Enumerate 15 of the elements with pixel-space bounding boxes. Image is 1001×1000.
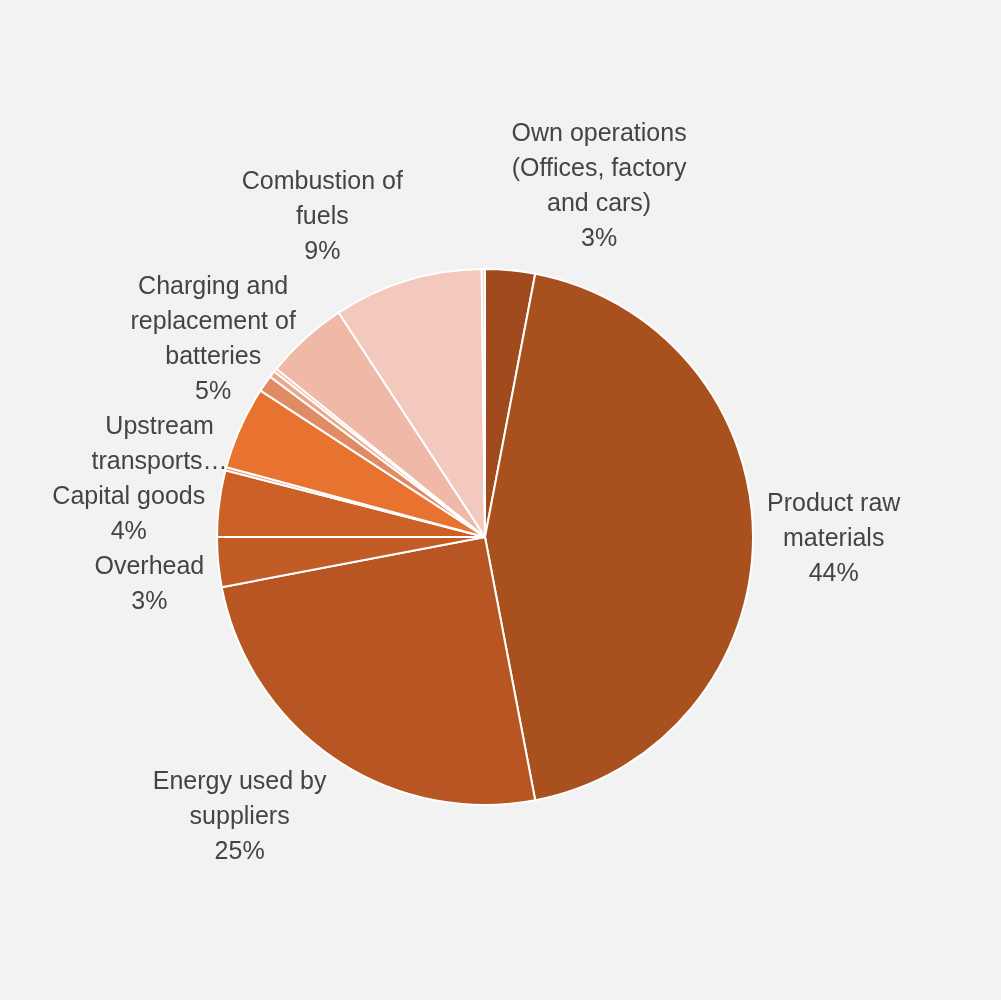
slice-label: Overhead (94, 551, 205, 580)
slice-label: Charging and replacement of batteries (130, 271, 296, 370)
data-label: 4% (110, 516, 147, 545)
data-label: 25% (214, 836, 265, 865)
slice-label: Product raw materials (767, 488, 902, 551)
data-label: 3% (581, 223, 618, 252)
slice-label: Capital goods (52, 481, 206, 510)
slice-label: Upstream transports… (91, 411, 228, 475)
data-label: 44% (808, 558, 859, 586)
data-label: 3% (131, 586, 168, 615)
data-label: 5% (195, 376, 232, 405)
data-label: 9% (304, 236, 341, 265)
slice-label: Energy used by suppliers (152, 766, 327, 830)
slice-label: Own operations (Offices, factory and cars) (511, 118, 687, 217)
slice-label: Combustion of fuels (241, 166, 403, 230)
